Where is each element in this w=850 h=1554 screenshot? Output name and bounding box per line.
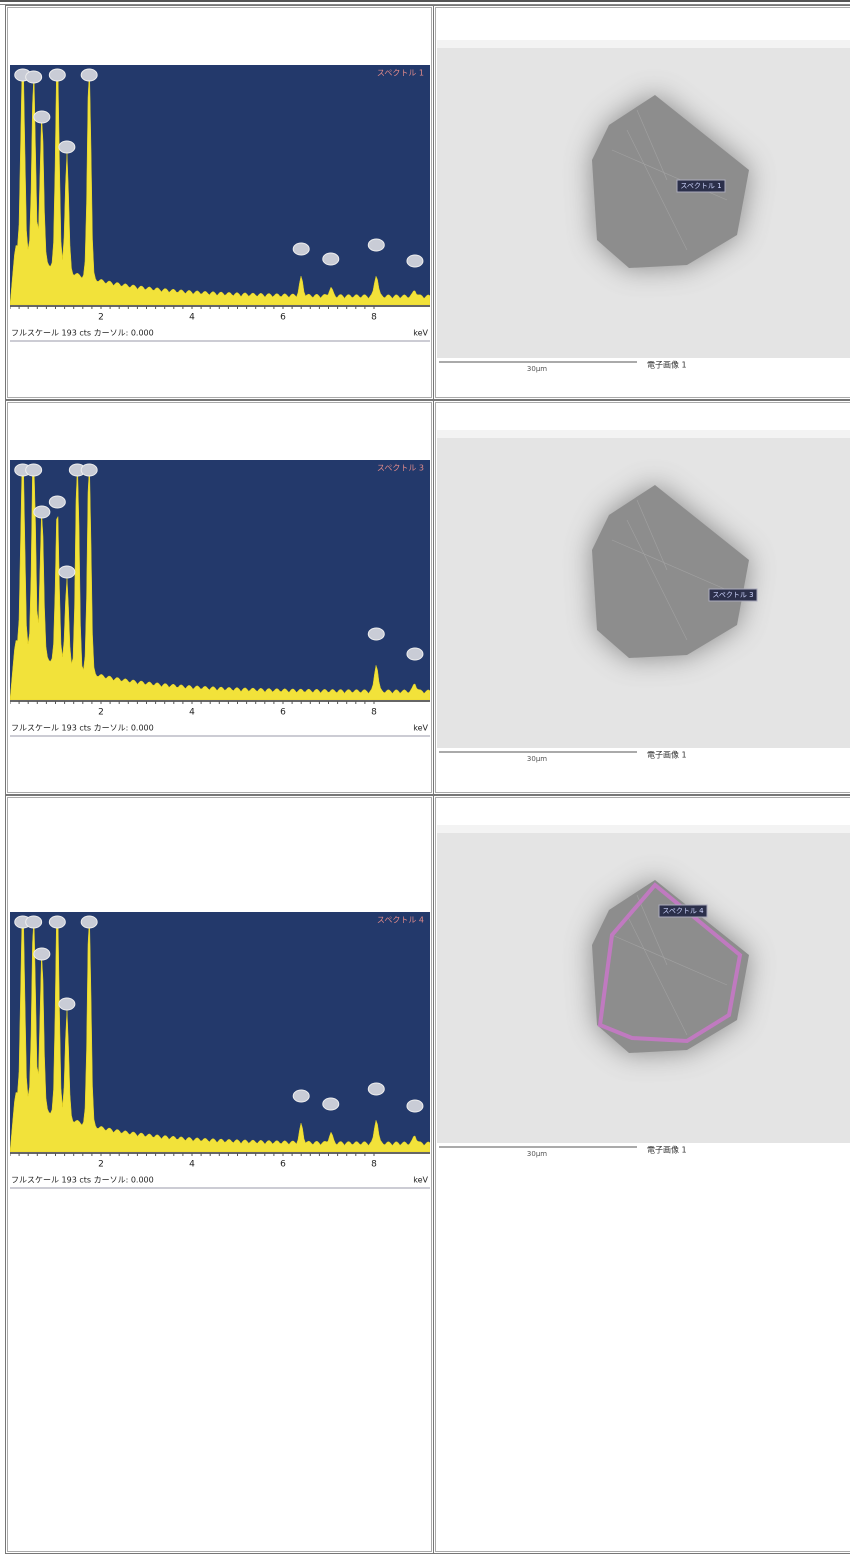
peak-label — [58, 997, 76, 1011]
image-caption: 電子画像 1 — [647, 360, 687, 370]
sem-bottom-strip — [437, 1143, 850, 1160]
peak-label — [25, 70, 43, 84]
spectrum-image: スペクトル 1 2 4 6 8 フルスケール 193 cts カーソル: 0.000 keV — [10, 65, 430, 342]
spectrum-footer: フルスケール 193 cts カーソル: 0.000 — [11, 329, 154, 338]
sem-top-strip — [437, 40, 850, 48]
peak-label — [322, 252, 340, 266]
spectrum-trace — [10, 463, 430, 701]
spectrum-image: スペクトル 4 2 4 6 8 フルスケール 193 cts カーソル: 0.000 keV — [10, 912, 430, 1189]
image-caption: 電子画像 1 — [647, 750, 687, 760]
peak-label — [48, 495, 66, 509]
peak-label — [80, 915, 98, 929]
x-tick-label: 4 — [189, 708, 195, 718]
x-tick-label: 8 — [371, 1160, 377, 1170]
spectrum-marker — [676, 179, 726, 193]
spectrum-marker — [658, 904, 708, 918]
peak-label — [292, 242, 310, 256]
peak-label — [80, 68, 98, 82]
x-tick-label: 4 — [189, 1160, 195, 1170]
spectrum-trace — [10, 915, 430, 1153]
x-tick-label: 2 — [98, 708, 104, 718]
peak-label — [406, 1099, 424, 1113]
spectrum-image: スペクトル 3 2 4 6 8 フルスケール 193 cts カーソル: 0.000 keV — [10, 460, 430, 737]
peak-label — [367, 627, 385, 641]
peak-label — [48, 915, 66, 929]
region-outline — [597, 882, 743, 1044]
x-unit: keV — [413, 1176, 428, 1185]
peak-label — [367, 238, 385, 252]
peak-label — [33, 110, 51, 124]
scale-label: 30μm — [527, 755, 547, 763]
x-tick-label: 4 — [189, 313, 195, 323]
peak-label — [58, 140, 76, 154]
axis-strip — [10, 305, 430, 342]
x-unit: keV — [413, 724, 428, 733]
sem-bottom-strip — [437, 358, 850, 375]
plot-area — [10, 912, 430, 1152]
spectrum-footer: フルスケール 193 cts カーソル: 0.000 — [11, 1176, 154, 1185]
scale-label: 30μm — [527, 1150, 547, 1158]
x-tick-label: 2 — [98, 1160, 104, 1170]
peak-label — [48, 68, 66, 82]
peak-label — [322, 1097, 340, 1111]
peak-label — [25, 463, 43, 477]
x-tick-label: 6 — [280, 708, 286, 718]
spectrum-trace — [10, 68, 430, 306]
axis-strip — [10, 700, 430, 737]
sem-bottom-strip — [437, 748, 850, 765]
peak-label — [58, 565, 76, 579]
x-tick-label: 8 — [371, 313, 377, 323]
particle-texture — [611, 894, 728, 1036]
x-unit: keV — [413, 329, 428, 338]
x-tick-label: 6 — [280, 313, 286, 323]
spectrum-title: スペクトル 3 — [377, 464, 424, 473]
sem-image: スペクトル 3 30μm 電子画像 1 — [437, 430, 850, 765]
table-cell — [433, 400, 850, 795]
spectrum-marker-label: スペクトル 1 — [680, 182, 721, 190]
spectrum-marker-label: スペクトル 4 — [662, 907, 704, 915]
plot-area — [10, 65, 430, 305]
scale-label: 30μm — [527, 365, 547, 373]
sem-top-strip — [437, 430, 850, 438]
spectrum-marker — [708, 588, 758, 602]
sem-top-strip — [437, 825, 850, 833]
sem-image: スペクトル 4 30μm 電子画像 1 — [437, 825, 850, 1160]
x-tick-label: 2 — [98, 313, 104, 323]
peak-label — [33, 947, 51, 961]
sem-image: スペクトル 1 30μm 電子画像 1 — [437, 40, 850, 375]
top-border — [0, 0, 850, 5]
particle-texture — [611, 499, 728, 641]
spectrum-footer: フルスケール 193 cts カーソル: 0.000 — [11, 724, 154, 733]
image-caption: 電子画像 1 — [647, 1145, 687, 1155]
x-tick-label: 8 — [371, 708, 377, 718]
peak-label — [292, 1089, 310, 1103]
peak-label — [406, 647, 424, 661]
spectrum-marker-label: スペクトル 3 — [712, 591, 753, 599]
spectrum-title: スペクトル 4 — [377, 916, 424, 925]
peak-label — [25, 915, 43, 929]
peak-label — [80, 463, 98, 477]
peak-label — [367, 1082, 385, 1096]
axis-strip — [10, 1152, 430, 1189]
spectrum-title: スペクトル 1 — [377, 69, 424, 78]
peak-label — [406, 254, 424, 268]
x-tick-label: 6 — [280, 1160, 286, 1170]
table-cell — [433, 5, 850, 400]
peak-label — [33, 505, 51, 519]
